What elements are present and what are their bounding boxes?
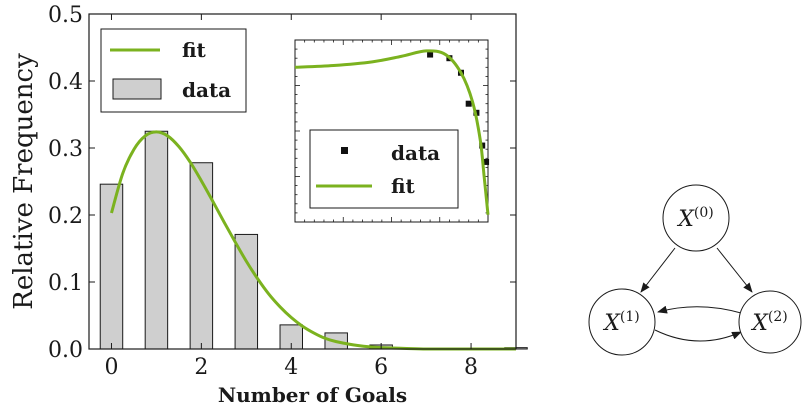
x-tick-label: 2 [194, 355, 208, 380]
y-tick-label: 0.1 [48, 271, 83, 296]
x-tick-label: 8 [464, 355, 478, 380]
main-chart: 0 2 4 6 8 0.0 0.1 0.2 0.3 0.4 0.5 Relative Frequen… [9, 3, 528, 407]
y-tick-label: 0.0 [48, 338, 83, 363]
plot-frame [88, 13, 517, 350]
bars [99, 130, 528, 350]
legend-data-swatch [112, 78, 162, 100]
node-x1-sup: (1) [620, 309, 640, 325]
y-tick-label: 0.3 [48, 137, 83, 162]
inset-point-3 [465, 100, 472, 107]
node-x2-base: X [750, 311, 769, 336]
inset-legend-data-label: data [391, 141, 440, 165]
inset-legend-box [309, 129, 459, 209]
bar-3 [234, 233, 259, 350]
node-x1-base: X [602, 311, 621, 336]
axis-ticks: 0 2 4 6 8 0.0 0.1 0.2 0.3 0.4 0.5 [48, 3, 516, 380]
x-tick-label: 4 [284, 355, 298, 380]
edge-x1-x2 [654, 329, 742, 342]
y-axis-label: Relative Frequency [9, 53, 39, 310]
y-tick-label: 0.4 [48, 70, 83, 95]
x-tick-label: 0 [104, 355, 118, 380]
edge-x2-x1 [657, 305, 742, 314]
legend-data-label: data [182, 78, 231, 102]
node-x0-base: X [676, 207, 695, 232]
inset-legend: data fit [309, 129, 459, 209]
inset-point-0 [427, 51, 434, 58]
node-x1 [588, 288, 656, 356]
edge-x0-x2 [716, 247, 753, 293]
inset-fit-group [294, 49, 490, 215]
inset-fit-line [294, 49, 490, 215]
legend-fit-label: fit [182, 38, 207, 62]
inset-legend-marker [341, 147, 348, 154]
causal-diagram: X(0) X(1) X(2) [588, 184, 802, 356]
bar-1 [144, 130, 169, 350]
inset-ticks [295, 40, 488, 222]
edge-x0-x1 [640, 247, 676, 293]
y-tick-label: 0.2 [48, 204, 83, 229]
node-x0-sup: (0) [694, 205, 714, 221]
node-x1-label: X(1) [602, 309, 640, 336]
x-axis-label: Number of Goals [218, 383, 407, 407]
node-x2-label: X(2) [750, 309, 788, 336]
y-tick-label: 0.5 [48, 3, 83, 28]
node-x2 [738, 290, 802, 354]
node-x0-label: X(0) [676, 205, 714, 232]
inset-point-6 [483, 158, 490, 165]
inset-chart: data fit [294, 39, 490, 223]
x-tick-label: 6 [374, 355, 388, 380]
bar-2 [189, 162, 214, 350]
legend: fit data [100, 28, 247, 113]
inset-legend-fit-label: fit [391, 174, 416, 198]
node-x2-sup: (2) [768, 309, 788, 325]
node-x0 [662, 184, 730, 252]
